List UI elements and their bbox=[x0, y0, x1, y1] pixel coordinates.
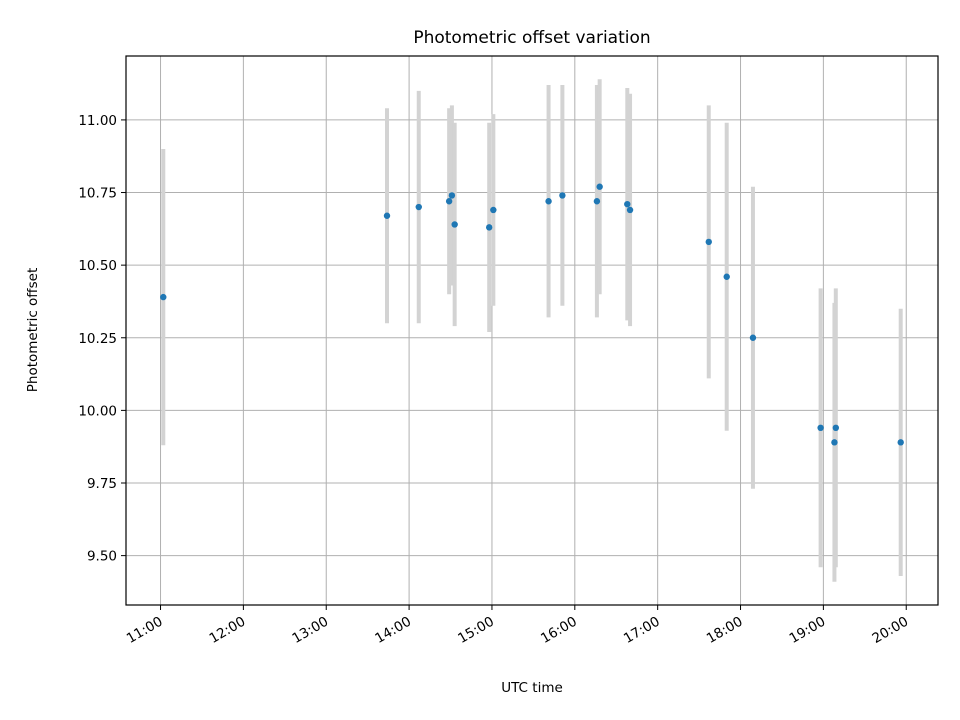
plot-area bbox=[126, 56, 938, 605]
data-point bbox=[626, 206, 634, 214]
y-tick-label: 11.00 bbox=[78, 113, 117, 129]
data-point bbox=[817, 424, 824, 432]
y-tick-label: 10.75 bbox=[78, 186, 117, 202]
data-point bbox=[624, 200, 631, 208]
data-point bbox=[832, 424, 840, 432]
data-point bbox=[415, 203, 422, 211]
y-tick-label: 9.75 bbox=[87, 476, 117, 492]
data-point bbox=[448, 192, 456, 199]
data-point bbox=[559, 192, 566, 199]
data-point bbox=[831, 439, 838, 446]
y-axis-label: Photometric offset bbox=[25, 268, 41, 392]
data-point bbox=[490, 206, 497, 214]
data-point bbox=[451, 221, 458, 228]
plot-frame bbox=[125, 55, 939, 606]
data-point bbox=[545, 198, 552, 205]
data-point bbox=[445, 198, 453, 205]
data-point bbox=[383, 212, 391, 219]
data-point bbox=[593, 198, 601, 205]
y-tick-label: 10.25 bbox=[78, 331, 117, 347]
data-points bbox=[160, 183, 904, 446]
grid bbox=[126, 56, 938, 605]
chart-title: Photometric offset variation bbox=[413, 28, 650, 48]
data-point bbox=[705, 238, 712, 246]
y-tick-label: 9.50 bbox=[87, 549, 117, 565]
y-tick-label: 10.00 bbox=[78, 403, 117, 419]
x-axis-label: UTC time bbox=[501, 680, 563, 696]
data-point bbox=[897, 439, 904, 446]
data-point bbox=[749, 334, 757, 341]
data-point bbox=[723, 273, 730, 280]
data-point bbox=[596, 183, 603, 190]
data-point bbox=[160, 293, 167, 301]
data-point bbox=[485, 224, 493, 231]
y-axis-ticks: 9.50 9.75 10.00 10.25 10.50 10.75 11.00 bbox=[78, 113, 126, 565]
y-tick-label: 10.50 bbox=[78, 258, 117, 274]
